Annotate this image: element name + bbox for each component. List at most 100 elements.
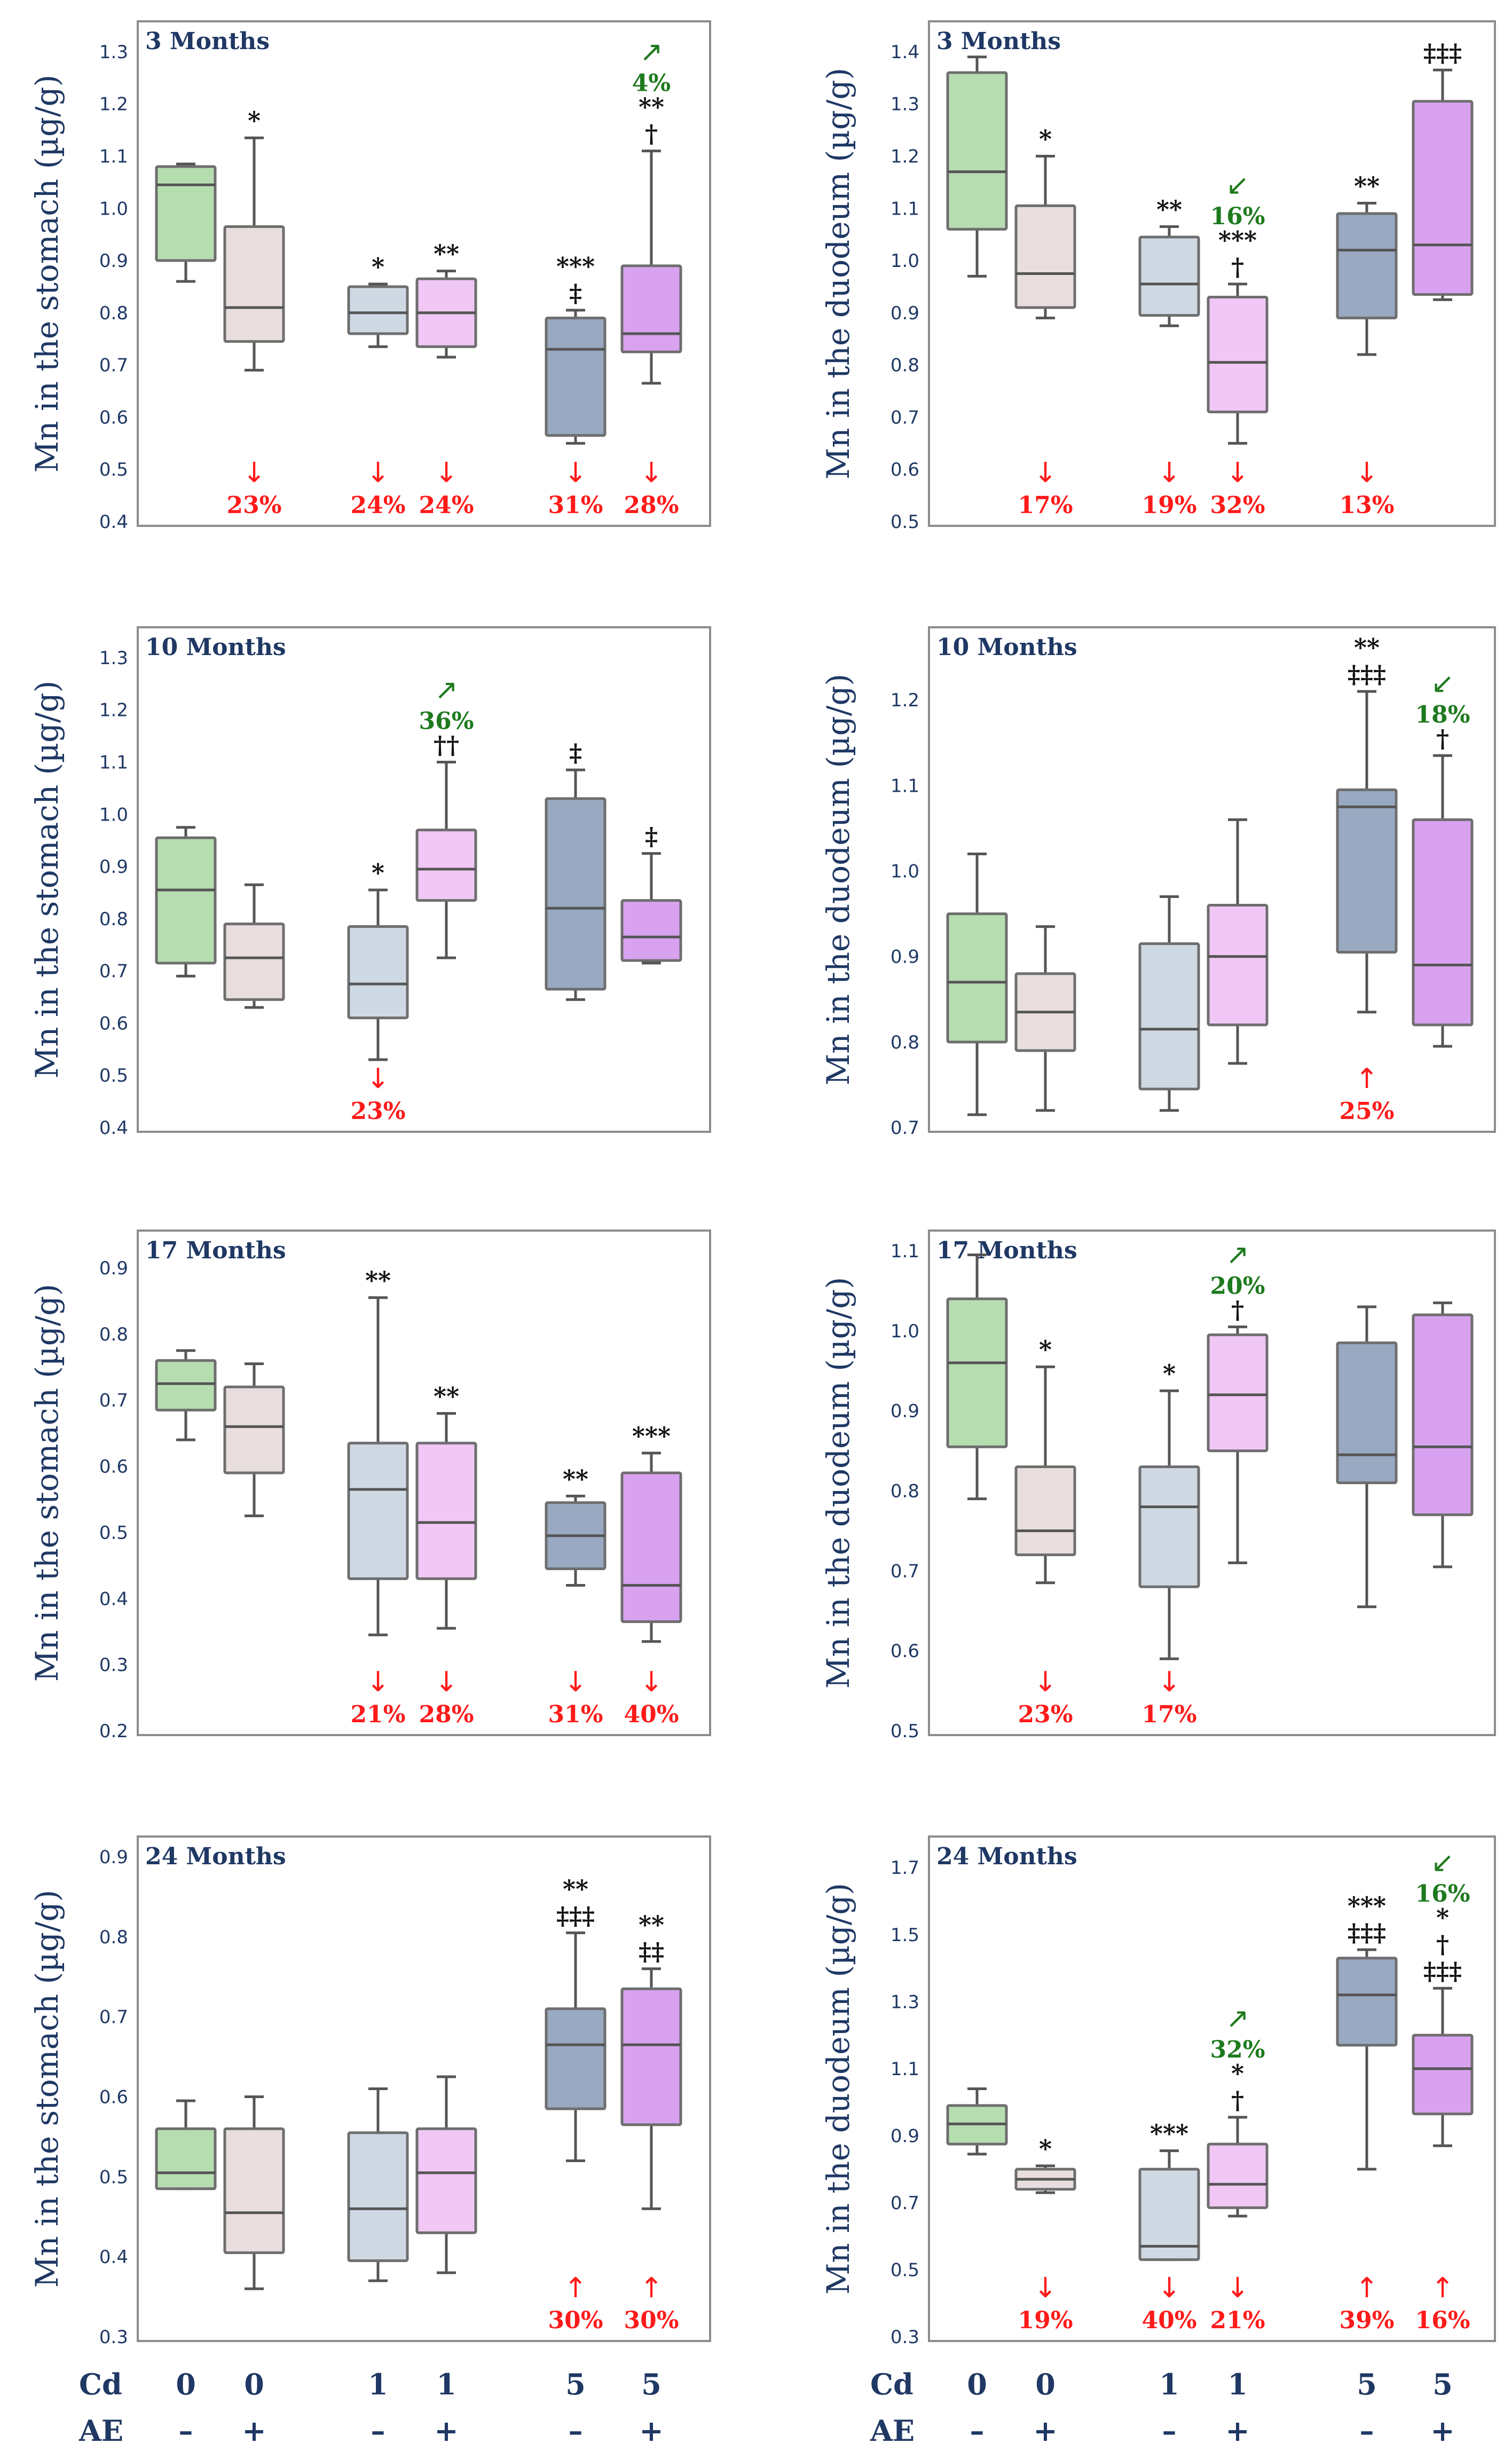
ae-value: + [1033,2414,1057,2448]
y-tick-label: 1.1 [891,1241,919,1262]
significance-mark: ** [1354,171,1380,200]
red-arrow-icon: ↑ [1355,1063,1379,1095]
red-arrow-icon: ↓ [435,457,458,489]
red-arrow-icon: ↓ [640,457,663,489]
red-percent: 24% [350,492,405,519]
y-tick-label: 1.0 [99,804,128,825]
box-group-4: †20%↗ [1207,1239,1269,1564]
cd-value: 5 [1357,2367,1377,2401]
plot-frame [928,626,1496,1133]
panel-title: 24 Months [936,1843,1077,1870]
cd-value: 5 [641,2367,662,2401]
significance-mark: ‡ [645,822,658,851]
y-tick-label: 1.0 [891,1321,919,1342]
panel-title: 3 Months [145,28,270,55]
y-tick-label: 0.5 [99,1065,128,1086]
y-tick-label: 0.8 [891,355,919,376]
significance-mark: ** [639,1911,664,1940]
y-tick-label: 0.8 [99,909,128,930]
red-percent: 31% [548,492,603,519]
significance-mark: † [1231,253,1244,281]
box [347,1441,409,1580]
box [1138,942,1200,1091]
box-group-6: ‡‡‡ [1412,38,1474,301]
red-arrow-icon: ↓ [1226,457,1249,489]
y-tick-label: 0.8 [99,1927,128,1948]
y-tick-label: 1.3 [891,1991,919,2013]
y-tick-label: 0.8 [99,303,128,324]
significance-mark: ‡‡‡ [1423,1957,1462,1985]
box-group-3 [1138,895,1200,1112]
green-percent: 4% [632,70,671,97]
ae-value: + [1225,2414,1249,2448]
y-tick-label: 1.2 [891,690,919,711]
box-group-1 [946,56,1008,278]
red-percent: 17% [1141,1701,1196,1728]
significance-mark: †† [434,730,459,759]
box-group-2 [223,1362,285,1517]
y-tick-label: 1.3 [99,648,128,669]
green-arrow-icon: ↗ [1226,1239,1249,1271]
box-group-6: ‡‡** ↑ 30% [620,1911,682,2334]
box [545,2007,607,2110]
y-axis-label: Mn in the duodeum (µg/g) [820,674,856,1085]
box-group-4: †*32%↗ ↓ 21% [1207,2003,1269,2334]
box [223,225,285,343]
y-tick-label: 0.7 [99,961,128,982]
y-tick-label: 0.2 [99,1721,128,1742]
significance-mark: * [1039,124,1052,153]
box [1207,296,1269,414]
significance-mark: ‡‡‡ [1348,1918,1386,1947]
significance-mark: *** [632,1422,671,1451]
x-axis-categories-2: Cd AE 0 0 1 1 5 5 – + – + – + [870,2367,1455,2448]
green-percent: 32% [1210,2036,1265,2063]
y-tick-label: 1.0 [891,861,919,882]
y-tick-label: 0.5 [891,1721,919,1742]
panel-3: 0.4 0.5 0.6 0.7 0.8 0.9 1.0 1.1 1.2 1.3 Mn in the … [29,626,711,1139]
green-percent: 36% [419,707,474,735]
panel-7: 0.3 0.4 0.5 0.6 0.7 0.8 0.9 Mn in the stomach (… [29,1835,711,2348]
y-tick-label: 0.8 [891,1480,919,1502]
y-tick-label: 1.4 [891,42,919,63]
y-tick-label: 0.6 [891,1641,919,1662]
red-percent: 23% [226,492,281,519]
box [1207,1333,1269,1453]
y-tick-label: 0.9 [891,303,919,324]
red-percent: 23% [1018,1701,1073,1728]
box-group-2: * ↓ 19% [1014,2134,1076,2334]
significance-mark: ** [563,1464,588,1493]
panel-2: 0.5 0.6 0.7 0.8 0.9 1.0 1.1 1.2 1.3 1.4 Mn in the … [820,20,1496,533]
box [1138,1465,1200,1588]
cd-value: 0 [1035,2367,1056,2401]
y-tick-label: 0.9 [891,947,919,968]
red-arrow-icon: ↓ [640,1666,663,1698]
y-tick-label: 0.9 [99,856,128,878]
box-group-1 [155,826,217,978]
y-tick-label: 0.8 [891,1032,919,1053]
significance-mark: ** [1156,195,1182,224]
panel-title: 17 Months [936,1237,1077,1264]
cd-value: 0 [176,2367,196,2401]
significance-mark: *** [1150,2119,1188,2148]
green-arrow-icon: ↙ [1431,667,1454,699]
y-axis-label: Mn in the stomach (µg/g) [29,1284,65,1682]
box [1207,904,1269,1027]
box-group-3: * ↓ 17% [1138,1359,1200,1728]
box [1207,2142,1269,2209]
green-arrow-icon: ↗ [435,674,458,706]
panel-title: 17 Months [145,1237,286,1264]
box [347,2131,409,2263]
plot-frame [928,1835,1496,2342]
red-arrow-icon: ↓ [435,1666,458,1698]
y-tick-label: 1.1 [99,752,128,773]
box-group-4: ** ↓ 24% [415,240,477,519]
y-tick-label: 0.4 [99,2247,128,2268]
y-tick-label: 0.6 [99,2086,128,2108]
significance-mark: * [1039,2134,1052,2163]
box [1014,204,1076,309]
box [155,2127,217,2190]
box [946,71,1008,231]
significance-mark: *** [556,252,595,281]
box-group-3: *** ↓ 40% [1138,2119,1200,2334]
box-group-1 [946,2087,1008,2156]
